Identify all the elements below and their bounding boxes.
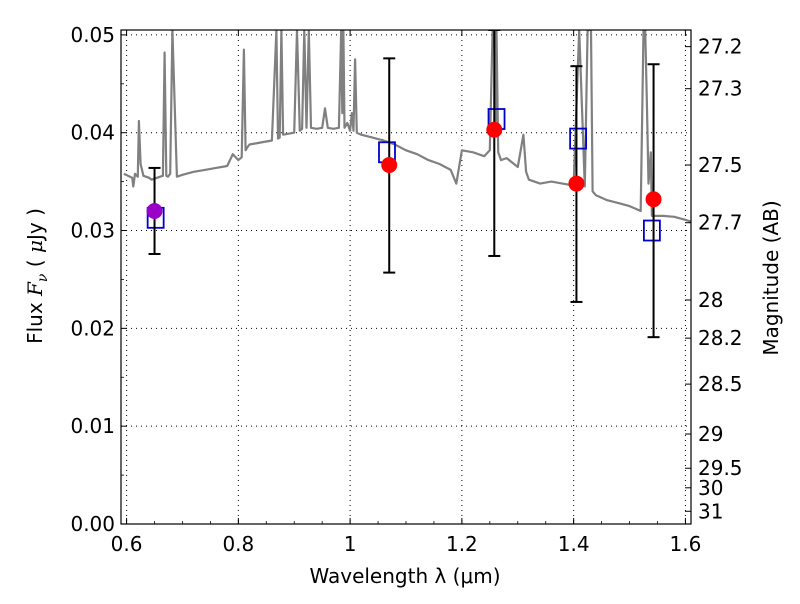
y-tick-label: 0.01 xyxy=(70,414,115,438)
y-tick-label: 0.00 xyxy=(70,512,115,536)
model-spectrum-line xyxy=(123,30,691,223)
y-axis-title-part: F xyxy=(23,281,47,297)
y-tick-label: 0.05 xyxy=(70,23,115,47)
observed-point xyxy=(568,175,585,192)
y-axis-title-part: Flux xyxy=(23,296,47,344)
y-axis-title-part: μ xyxy=(23,240,47,253)
observed-point xyxy=(146,202,163,219)
mag-tick-label: 28.2 xyxy=(698,326,743,350)
mag-tick-label: 28 xyxy=(698,288,723,312)
x-tick-label: 0.8 xyxy=(222,532,254,556)
model-photometry-square xyxy=(569,127,588,150)
mag-tick-label: 27.3 xyxy=(698,77,743,101)
mag-tick-label: 27.2 xyxy=(698,35,743,59)
y-axis-title-right: Magnitude (AB) xyxy=(759,200,783,355)
ticks-layer: 0.6 0.8 1 1.2 1.4 1.6 0.00 0.01 0.02 0.03 0.04 0.05… xyxy=(70,23,742,556)
y-axis-title-part: ν xyxy=(35,273,51,282)
plot-layer xyxy=(123,30,691,339)
x-tick-label: 1.2 xyxy=(446,532,478,556)
mag-tick-label: 29.5 xyxy=(698,456,743,480)
x-tick-label: 1.6 xyxy=(670,532,702,556)
model-photometry-square xyxy=(642,219,661,242)
mag-tick-label: 31 xyxy=(698,499,723,523)
y-tick-label: 0.02 xyxy=(70,316,115,340)
y-axis-title-part: ( xyxy=(23,253,47,274)
y-axis-title-part: Jy ) xyxy=(23,208,47,242)
mag-tick-label: 29 xyxy=(698,422,723,446)
y-tick-label: 0.04 xyxy=(70,121,115,145)
mag-tick-label: 27.5 xyxy=(698,153,743,177)
observed-point xyxy=(486,121,503,138)
x-tick-label: 1.4 xyxy=(558,532,590,556)
x-axis-title: Wavelength λ (μm) xyxy=(309,564,500,588)
observed-point xyxy=(381,156,398,173)
mag-tick-label: 28.5 xyxy=(698,372,743,396)
mag-tick-label: 30 xyxy=(698,476,723,500)
mag-tick-label: 27.7 xyxy=(698,211,743,235)
y-axis-title: Flux Fν ( μJy ) xyxy=(23,208,51,344)
x-tick-label: 1 xyxy=(344,532,357,556)
y-tick-label: 0.03 xyxy=(70,219,115,243)
x-tick-label: 0.6 xyxy=(111,532,143,556)
observed-point xyxy=(645,191,662,208)
plot-frame xyxy=(120,29,692,525)
grid-layer xyxy=(121,30,691,525)
